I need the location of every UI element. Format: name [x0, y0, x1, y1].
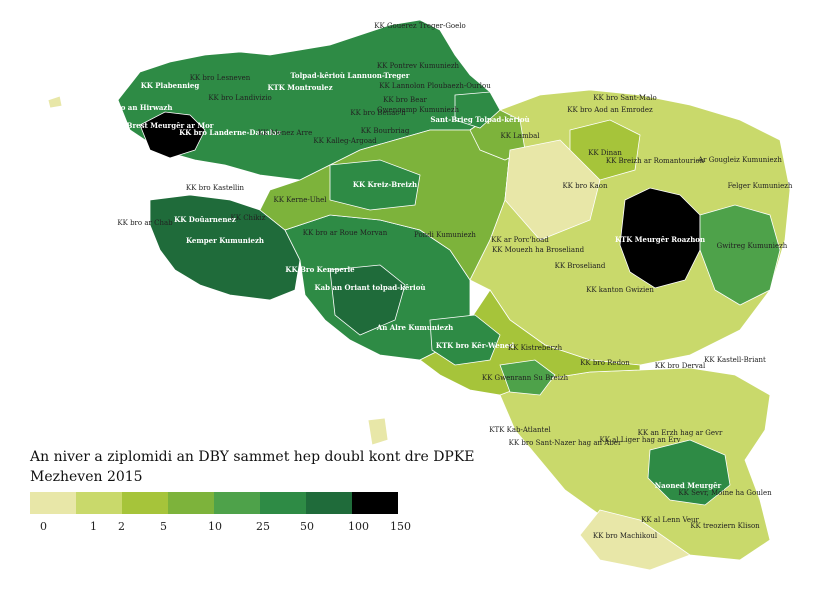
region-brest[interactable] [139, 111, 206, 159]
region-guerande[interactable] [499, 359, 556, 396]
region-label: KK bro Sant-Nazer hag an Aber [509, 439, 622, 447]
region-label: KK Kalleg-Argoad [313, 137, 377, 145]
region-label: KK treoziern Klison [690, 522, 760, 530]
region-label: KK Kistreberzh [508, 344, 563, 352]
region-label: KK Kreiz-Breizh [353, 180, 417, 189]
legend-swatch [260, 492, 306, 514]
region-label: Gwitreg Kumuniezh [717, 242, 788, 250]
region-label: KK Breizh ar Romantourien [606, 157, 705, 165]
region-label: KK Pontrev Kumuniezh [377, 62, 460, 70]
region-lorient[interactable] [329, 264, 406, 336]
region-label: KK an Erzh hag ar Gevr [638, 429, 723, 437]
region-label: KK Chikiz [231, 214, 266, 222]
region-label: KK bro Aod an Emrodez [567, 106, 653, 114]
legend-tick-label: 2 [118, 520, 125, 533]
region-label: KK bro Bear [383, 96, 427, 104]
region-rennes[interactable] [619, 187, 701, 289]
region-label: KK Lannolon Ploubaezh-Ourlou [379, 82, 491, 90]
region-label: KK Bourbriag [361, 127, 410, 135]
region-label: KK bro Kaon [562, 182, 608, 190]
region-label: KK bro Redon [580, 359, 630, 367]
region-label: Felger Kumuniezh [728, 182, 793, 190]
region-label: KTK Meurgêr Roazhon [615, 235, 705, 244]
region-label: KK bro Benac'h [350, 109, 406, 117]
region-label: KK bro Kastellin [186, 184, 245, 192]
region-label: KK Sevr, Moine ha Goulen [678, 489, 772, 497]
legend-tick-label: 100 [348, 520, 369, 533]
region-finistere-south[interactable] [149, 194, 301, 301]
region-label: KK Menez Arre [258, 129, 312, 137]
legend-tick-label: 5 [160, 520, 167, 533]
map-title: An niver a ziplomidi an DBY sammet hep d… [30, 449, 475, 465]
region-label: KK bro an Hirwazh [98, 103, 173, 112]
legend-swatch [306, 492, 352, 514]
legend-swatch [76, 492, 122, 514]
region-kreiz-breizh[interactable] [329, 159, 421, 211]
region-label: Kemper Kumuniezh [186, 236, 264, 245]
region-label: Gwengamp Kumuniezh [377, 106, 460, 114]
legend-swatch [168, 492, 214, 514]
region-label: KK Kerne-Uhel [273, 196, 327, 204]
region-nantes[interactable] [647, 439, 731, 506]
region-finistere-north[interactable] [117, 19, 501, 181]
region-label: KK Dinan [588, 149, 622, 157]
region-label: KK Plabennieg [141, 81, 200, 90]
legend-swatch [122, 492, 168, 514]
region-label: Brest Meurgêr ar Mor [127, 121, 214, 130]
region-label: KK Gouerez Treger-Goelo [374, 22, 465, 30]
region-saint-brieuc[interactable] [454, 91, 501, 129]
region-labels: KK Gouerez Treger-Goelo KK Pontrev Kumun… [98, 22, 793, 540]
region-label: KK Broseliand [555, 262, 606, 270]
region-vitre[interactable] [699, 204, 781, 306]
region-label: KK Doûarnenez [174, 215, 236, 224]
legend-swatch [214, 492, 260, 514]
region-label: KTK bro Kêr-Wened [436, 341, 514, 350]
legend-tick-label: 10 [208, 520, 222, 533]
region-label: KK ar Porc'hoad [491, 236, 549, 244]
region-label: KK Gwenrann Su Breizh [482, 374, 569, 382]
region-label: Pondi Kumuniezh [414, 231, 476, 239]
region-label: KTK Kab-Atlantel [489, 426, 551, 434]
region-vannes[interactable] [429, 314, 501, 366]
region-label: KK bro Machikoul [593, 532, 658, 540]
region-label: KTK Montroulez [267, 83, 332, 92]
region-label: KK al Liger hag an Erv [599, 436, 680, 444]
legend-tick-label: 50 [300, 520, 314, 533]
region-label: KK bro Sant-Malo [593, 94, 656, 102]
legend-swatch [30, 492, 76, 514]
region-label: KK bro Landerne-Daoulaz [179, 128, 281, 137]
region-label: Naoned Meurgêr [655, 481, 722, 490]
region-label: KK bro Derval [655, 362, 706, 370]
region-island [367, 417, 389, 446]
region-label: An Alre Kumuniezh [376, 323, 453, 332]
map-subtitle: Mezheven 2015 [30, 469, 143, 485]
region-label: Tolpad-kêrioù Lannuon-Treger [291, 71, 410, 80]
region-east-pale[interactable] [504, 139, 601, 241]
region-label: KK al Lenn Veur [641, 516, 699, 524]
region-label: KK bro Lesneven [190, 74, 251, 82]
region-label: KK Kastell-Briant [704, 356, 766, 364]
region-label: KK kanton Gwizien [586, 286, 654, 294]
region-label: Ar Gougleiz Kumuniezh [697, 156, 782, 164]
region-label: KK bro ar Roue Morvan [303, 229, 388, 237]
region-label: Sant-Brieg Tolpad-kêrioù [430, 115, 529, 124]
legend-tick-label: 1 [90, 520, 97, 533]
legend-tick-label: 25 [256, 520, 270, 533]
region-island-2 [47, 95, 63, 109]
region-label: KK Bro Kemperle [285, 265, 355, 274]
region-label: KK Mouezh ha Broseliand [492, 246, 585, 254]
region-label: KK bro Landivizio [208, 94, 271, 102]
region-label: KK bro ar Chab [117, 219, 173, 227]
region-southeast-pale[interactable] [579, 509, 691, 571]
legend-swatch [352, 492, 398, 514]
region-label: KK Lambal [500, 132, 540, 140]
legend-tick-label: 150 [390, 520, 411, 533]
region-label: Kab an Oriant tolpad-kêrioù [315, 283, 426, 292]
accent-regions [47, 91, 781, 571]
legend-tick-label: 0 [40, 520, 47, 533]
